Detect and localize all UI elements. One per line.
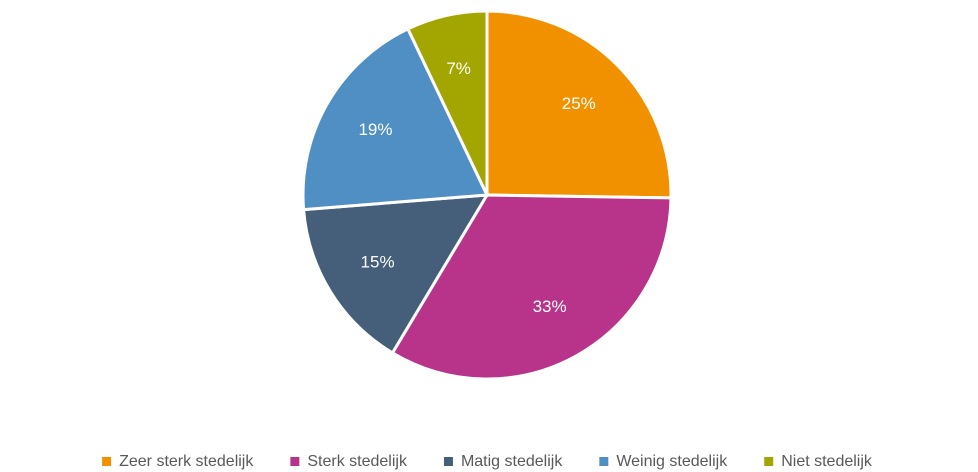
legend-swatch [290, 457, 300, 466]
pie-slice [405, 9, 489, 196]
legend-label: Matig stedelijk [461, 453, 563, 470]
legend-label: Sterk stedelijk [307, 453, 408, 470]
pie-slice [301, 26, 490, 212]
data-label: 7% [446, 59, 471, 78]
legend-label: Niet stedelijk [781, 453, 873, 470]
legend-swatch [599, 457, 609, 466]
data-label: 15% [361, 252, 395, 271]
pie-slice [390, 193, 673, 381]
data-label: 25% [562, 94, 596, 113]
data-label: 33% [533, 297, 567, 316]
data-label: 19% [358, 120, 392, 139]
legend-label: Zeer sterk stedelijk [119, 453, 254, 470]
legend-swatch [764, 457, 774, 466]
legend-swatch [102, 457, 112, 466]
legend-label: Weinig stedelijk [616, 453, 728, 470]
pie-slice [301, 193, 490, 355]
legend-swatch [443, 457, 453, 466]
pie-slice [485, 9, 673, 200]
